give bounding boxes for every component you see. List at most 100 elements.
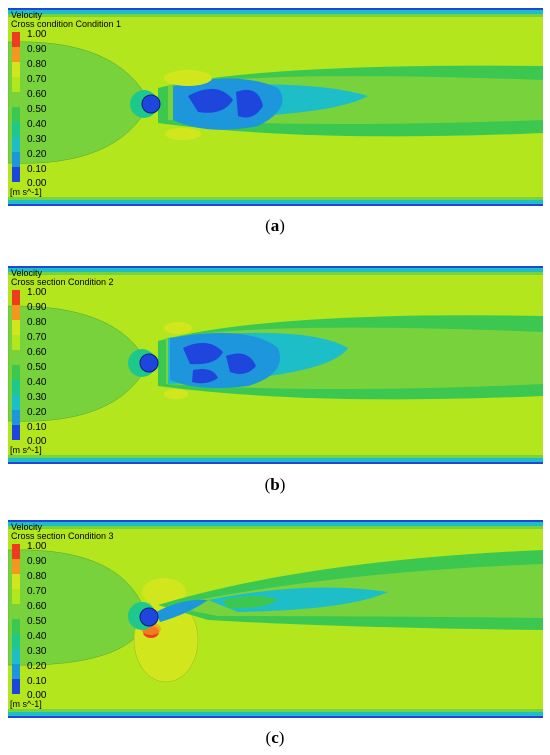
caption-c: (c) <box>265 728 285 747</box>
contour-panel-c: Velocity Cross section Condition 3 1.00 … <box>8 520 543 718</box>
top-wall-band <box>8 8 543 14</box>
top-wall-shear <box>8 526 543 529</box>
legend-level-100: 1.00 <box>27 287 47 298</box>
legend-level-030: 0.30 <box>27 646 47 657</box>
wake-core <box>170 332 280 388</box>
legend-level-090: 0.90 <box>27 302 47 313</box>
legend-level-010: 0.10 <box>27 422 47 433</box>
legend-level-000: 0.00 <box>27 690 47 701</box>
legend-subtitle: Cross condition Condition 1 <box>11 19 121 29</box>
legend-level-070: 0.70 <box>27 586 47 597</box>
legend-level-090: 0.90 <box>27 44 47 55</box>
legend-swatch-050 <box>12 619 20 634</box>
legend-swatch-030 <box>12 137 20 152</box>
legend-level-080: 0.80 <box>27 59 47 70</box>
legend-level-080: 0.80 <box>27 571 47 582</box>
upper-accel-lobe <box>164 70 212 86</box>
legend-swatch-030 <box>12 395 20 410</box>
legend-title: Velocity <box>11 10 43 20</box>
legend-level-030: 0.30 <box>27 392 47 403</box>
legend-swatch-040 <box>12 122 20 137</box>
legend-swatch-060 <box>12 92 20 107</box>
upper-accel-lobe <box>164 322 192 334</box>
legend-level-040: 0.40 <box>27 377 47 388</box>
bottom-wall-band <box>8 458 543 464</box>
legend-level-020: 0.20 <box>27 661 47 672</box>
bottom-wall-shear <box>8 197 543 200</box>
legend-level-030: 0.30 <box>27 134 47 145</box>
wake-core <box>223 596 278 609</box>
legend-title: Velocity <box>11 522 43 532</box>
legend-swatch-020 <box>12 664 20 679</box>
legend-level-010: 0.10 <box>27 676 47 687</box>
legend-swatch-090 <box>12 305 20 320</box>
legend-level-040: 0.40 <box>27 631 47 642</box>
wake-vortex-3 <box>192 369 218 384</box>
cylinder <box>139 353 159 373</box>
cylinder <box>141 94 161 114</box>
caption-a: (a) <box>265 216 285 235</box>
bottom-wall-band <box>8 712 543 718</box>
contour-panel-b: Velocity Cross section Condition 2 1.00 … <box>8 266 543 464</box>
caption-b: (b) <box>264 475 286 494</box>
legend-swatch-020 <box>12 152 20 167</box>
legend-colorbar <box>12 290 20 440</box>
wake-vortex-1 <box>188 88 233 113</box>
legend-swatch-060 <box>12 350 20 365</box>
legend-swatch-100 <box>12 32 20 47</box>
legend-level-060: 0.60 <box>27 347 47 358</box>
bottom-wall-edge <box>8 716 543 718</box>
caption-letter-c: c <box>271 728 279 747</box>
bottom-wall-edge <box>8 462 543 464</box>
legend-level-090: 0.90 <box>27 556 47 567</box>
legend-colorbar <box>12 544 20 694</box>
near-wake-jet <box>156 599 208 622</box>
top-wall-edge <box>8 8 543 10</box>
top-wall-band <box>8 520 543 526</box>
legend-swatch-100 <box>12 544 20 559</box>
top-wall-shear <box>8 272 543 275</box>
velocity-contour-plot-b: Velocity Cross section Condition 2 1.00 … <box>8 266 543 464</box>
legend-swatch-100 <box>12 290 20 305</box>
legend-level-070: 0.70 <box>27 332 47 343</box>
lower-accel-lobe <box>165 128 201 140</box>
contour-panel-a: Velocity Cross condition Condition 1 1.0… <box>8 8 543 206</box>
legend-level-100: 1.00 <box>27 541 47 552</box>
legend-swatch-010 <box>12 425 20 440</box>
bottom-wall-shear <box>8 455 543 458</box>
legend-level-010: 0.10 <box>27 164 47 175</box>
legend-level-050: 0.50 <box>27 616 47 627</box>
legend-level-000: 0.00 <box>27 178 47 189</box>
legend-level-020: 0.20 <box>27 149 47 160</box>
legend-swatch-070 <box>12 335 20 350</box>
legend-unit: [m s^-1] <box>10 445 42 455</box>
cylinder <box>139 607 159 627</box>
legend-level-060: 0.60 <box>27 89 47 100</box>
legend-swatch-050 <box>12 365 20 380</box>
velocity-contour-plot-a: Velocity Cross condition Condition 1 1.0… <box>8 8 543 206</box>
legend-b: Velocity Cross section Condition 2 1.00 … <box>10 268 114 455</box>
top-wall-band <box>8 266 543 272</box>
legend-level-080: 0.80 <box>27 317 47 328</box>
legend-level-040: 0.40 <box>27 119 47 130</box>
legend-swatch-040 <box>12 634 20 649</box>
upper-accel-lobe <box>142 578 186 606</box>
legend-level-020: 0.20 <box>27 407 47 418</box>
caption-letter-b: b <box>270 475 280 494</box>
legend-swatch-070 <box>12 77 20 92</box>
legend-level-050: 0.50 <box>27 362 47 373</box>
top-wall-shear <box>8 14 543 17</box>
caption-letter-a: a <box>270 216 280 235</box>
lower-accel-lobe <box>164 389 188 399</box>
legend-swatch-060 <box>12 604 20 619</box>
legend-swatch-070 <box>12 589 20 604</box>
top-wall-edge <box>8 266 543 268</box>
legend-swatch-080 <box>12 574 20 589</box>
legend-unit: [m s^-1] <box>10 187 42 197</box>
legend-colorbar <box>12 32 20 182</box>
legend-subtitle: Cross section Condition 2 <box>11 277 114 287</box>
legend-swatch-080 <box>12 62 20 77</box>
velocity-contour-plot-c: Velocity Cross section Condition 3 1.00 … <box>8 520 543 718</box>
legend-swatch-080 <box>12 320 20 335</box>
legend-swatch-090 <box>12 47 20 62</box>
